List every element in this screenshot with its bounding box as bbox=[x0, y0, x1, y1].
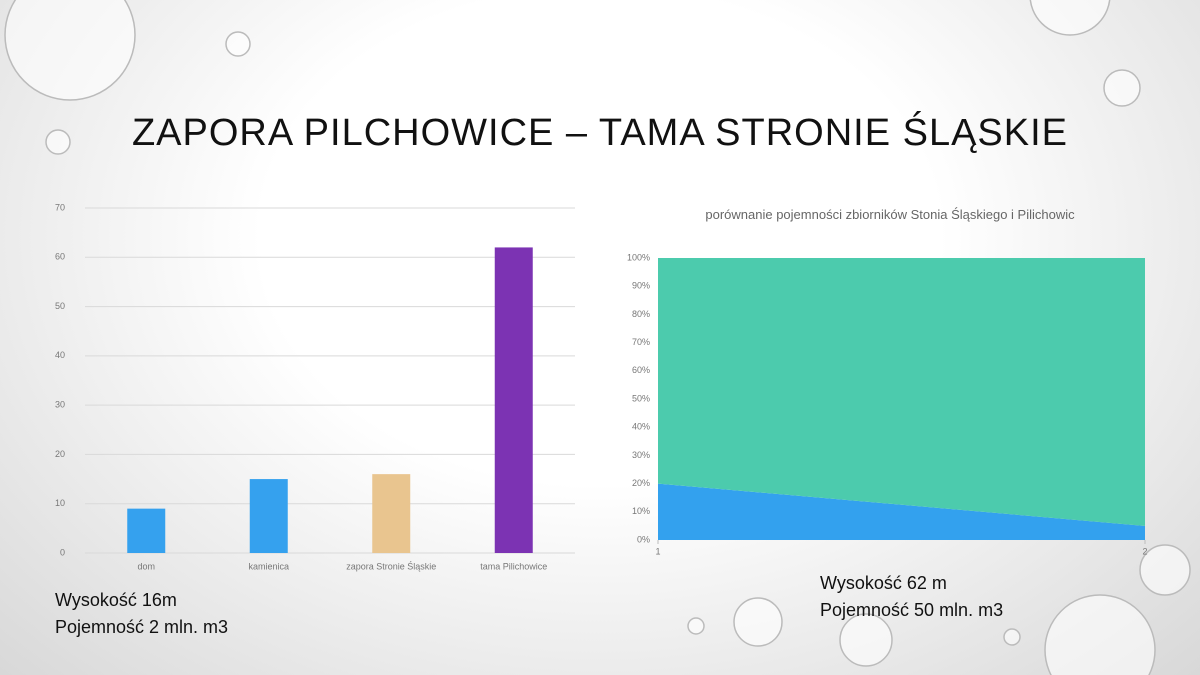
caption: Wysokość 62 m bbox=[820, 573, 947, 593]
y-tick-label: 70% bbox=[632, 337, 650, 347]
y-tick-label: 60 bbox=[55, 252, 65, 262]
caption: Wysokość 16m bbox=[55, 590, 177, 610]
x-tick-label: tama Pilichowice bbox=[480, 561, 547, 571]
y-tick-label: 50% bbox=[632, 393, 650, 403]
y-tick-label: 0% bbox=[637, 534, 650, 544]
y-tick-label: 100% bbox=[627, 252, 650, 262]
slide-title: ZAPORA PILCHOWICE – TAMA STRONIE ŚLĄSKIE bbox=[131, 112, 1069, 154]
chart-title: porównanie pojemności zbiorników Stonia … bbox=[705, 207, 1075, 222]
bar bbox=[372, 474, 411, 553]
x-tick-label: kamienica bbox=[248, 561, 289, 571]
x-tick-label: 1 bbox=[655, 546, 660, 556]
decoration bbox=[4, 0, 1191, 675]
area bbox=[658, 258, 1145, 526]
caption: Pojemność 2 mln. m3 bbox=[55, 617, 229, 637]
x-tick-label: dom bbox=[137, 561, 155, 571]
y-tick-label: 90% bbox=[632, 281, 650, 291]
bar bbox=[127, 508, 166, 553]
y-tick-label: 10% bbox=[632, 506, 650, 516]
y-tick-label: 20 bbox=[55, 449, 65, 459]
y-tick-label: 30 bbox=[55, 400, 65, 410]
caption: Pojemność 50 mln. m3 bbox=[820, 600, 1004, 620]
bar bbox=[249, 479, 288, 553]
area bbox=[658, 483, 1145, 540]
y-tick-label: 50 bbox=[55, 301, 65, 311]
y-tick-label: 0 bbox=[60, 547, 65, 557]
y-tick-label: 80% bbox=[632, 309, 650, 319]
x-tick-label: zapora Stronie Śląskie bbox=[346, 560, 436, 571]
y-tick-label: 30% bbox=[632, 450, 650, 460]
y-tick-label: 10 bbox=[55, 498, 65, 508]
y-tick-label: 60% bbox=[632, 365, 650, 375]
x-tick-label: 2 bbox=[1142, 546, 1147, 556]
y-tick-label: 70 bbox=[55, 202, 65, 212]
y-tick-label: 40% bbox=[632, 422, 650, 432]
y-tick-label: 40 bbox=[55, 350, 65, 360]
y-tick-label: 20% bbox=[632, 478, 650, 488]
bar bbox=[494, 247, 533, 553]
